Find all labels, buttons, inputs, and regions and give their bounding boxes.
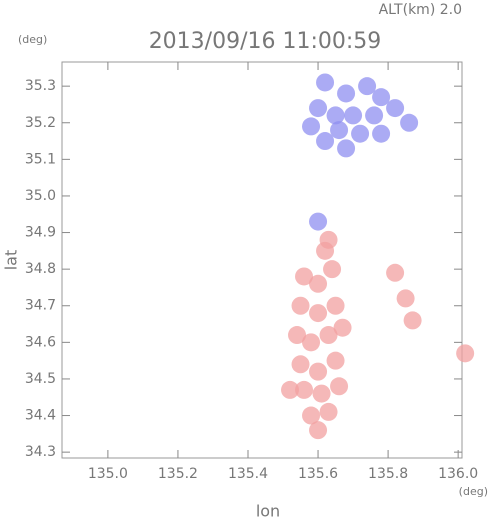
y-tick-label: 34.5 <box>25 371 56 387</box>
y-tick-label: 35.3 <box>25 78 56 94</box>
x-tick-label: 135.4 <box>228 466 268 482</box>
echo-cell <box>309 99 328 118</box>
y-tick-label: 34.7 <box>25 298 56 314</box>
echo-cell <box>291 355 310 374</box>
echo-cell <box>326 351 345 370</box>
chart-title: 2013/09/16 11:00:59 <box>149 29 382 54</box>
echo-cell <box>403 311 422 330</box>
echo-cell <box>302 333 321 352</box>
echo-cell <box>400 113 419 132</box>
echo-cell <box>456 344 475 363</box>
echo-cell <box>281 380 300 399</box>
echo-cell <box>333 318 352 337</box>
echo-cell <box>312 384 331 403</box>
echo-cell <box>309 304 328 323</box>
echo-cell <box>288 326 307 345</box>
echo-cell <box>302 406 321 425</box>
echo-cell <box>319 402 338 421</box>
x-axis-label: lon <box>256 502 280 521</box>
x-tick-label: 135.0 <box>88 466 128 482</box>
echo-cell <box>323 260 342 279</box>
echo-cell <box>326 296 345 315</box>
echo-cell <box>386 99 405 118</box>
y-tick-label: 34.8 <box>25 261 56 277</box>
echo-cell <box>372 88 391 107</box>
echo-cell <box>386 263 405 282</box>
echo-cell <box>295 267 314 286</box>
echo-cell <box>302 117 321 136</box>
y-tick-label: 34.4 <box>25 408 56 424</box>
y-tick-label: 34.9 <box>25 225 56 241</box>
y-tick-label: 35.2 <box>25 115 56 131</box>
y-tick-label: 34.3 <box>25 444 56 460</box>
echo-cell <box>319 230 338 249</box>
x-tick-label: 135.8 <box>368 466 408 482</box>
echo-cell <box>396 289 415 308</box>
x-tick-label: 135.2 <box>158 466 198 482</box>
echo-cell <box>330 377 349 396</box>
x-tick-label: 135.6 <box>298 466 338 482</box>
altitude: ALT(km) 2.0 <box>379 2 462 18</box>
echo-cell <box>309 212 328 231</box>
y-unit: (deg) <box>18 33 47 46</box>
echo-cell <box>337 84 356 103</box>
echo-cell <box>319 326 338 345</box>
y-tick-label: 35.1 <box>25 151 56 167</box>
y-axis-label: lat <box>2 250 21 271</box>
x-tick-label: 136.0 <box>438 466 478 482</box>
echo-cell <box>351 124 370 143</box>
echo-cell <box>326 106 345 125</box>
echo-cell <box>358 77 377 96</box>
echo-cell <box>365 106 384 125</box>
plot-frame <box>61 61 463 459</box>
echo-cell <box>309 274 328 293</box>
x-unit: (deg) <box>459 485 488 498</box>
echo-cell <box>295 380 314 399</box>
echo-cell <box>309 362 328 381</box>
y-tick-label: 34.6 <box>25 334 56 350</box>
echo-cell <box>309 421 328 440</box>
echo-cell <box>291 296 310 315</box>
echo-cell <box>316 132 335 151</box>
echo-cell <box>316 73 335 92</box>
echo-cell <box>344 106 363 125</box>
echo-cell <box>372 124 391 143</box>
y-tick-label: 35.0 <box>25 188 56 204</box>
echo-cell <box>337 139 356 158</box>
echo-cell <box>330 121 349 140</box>
